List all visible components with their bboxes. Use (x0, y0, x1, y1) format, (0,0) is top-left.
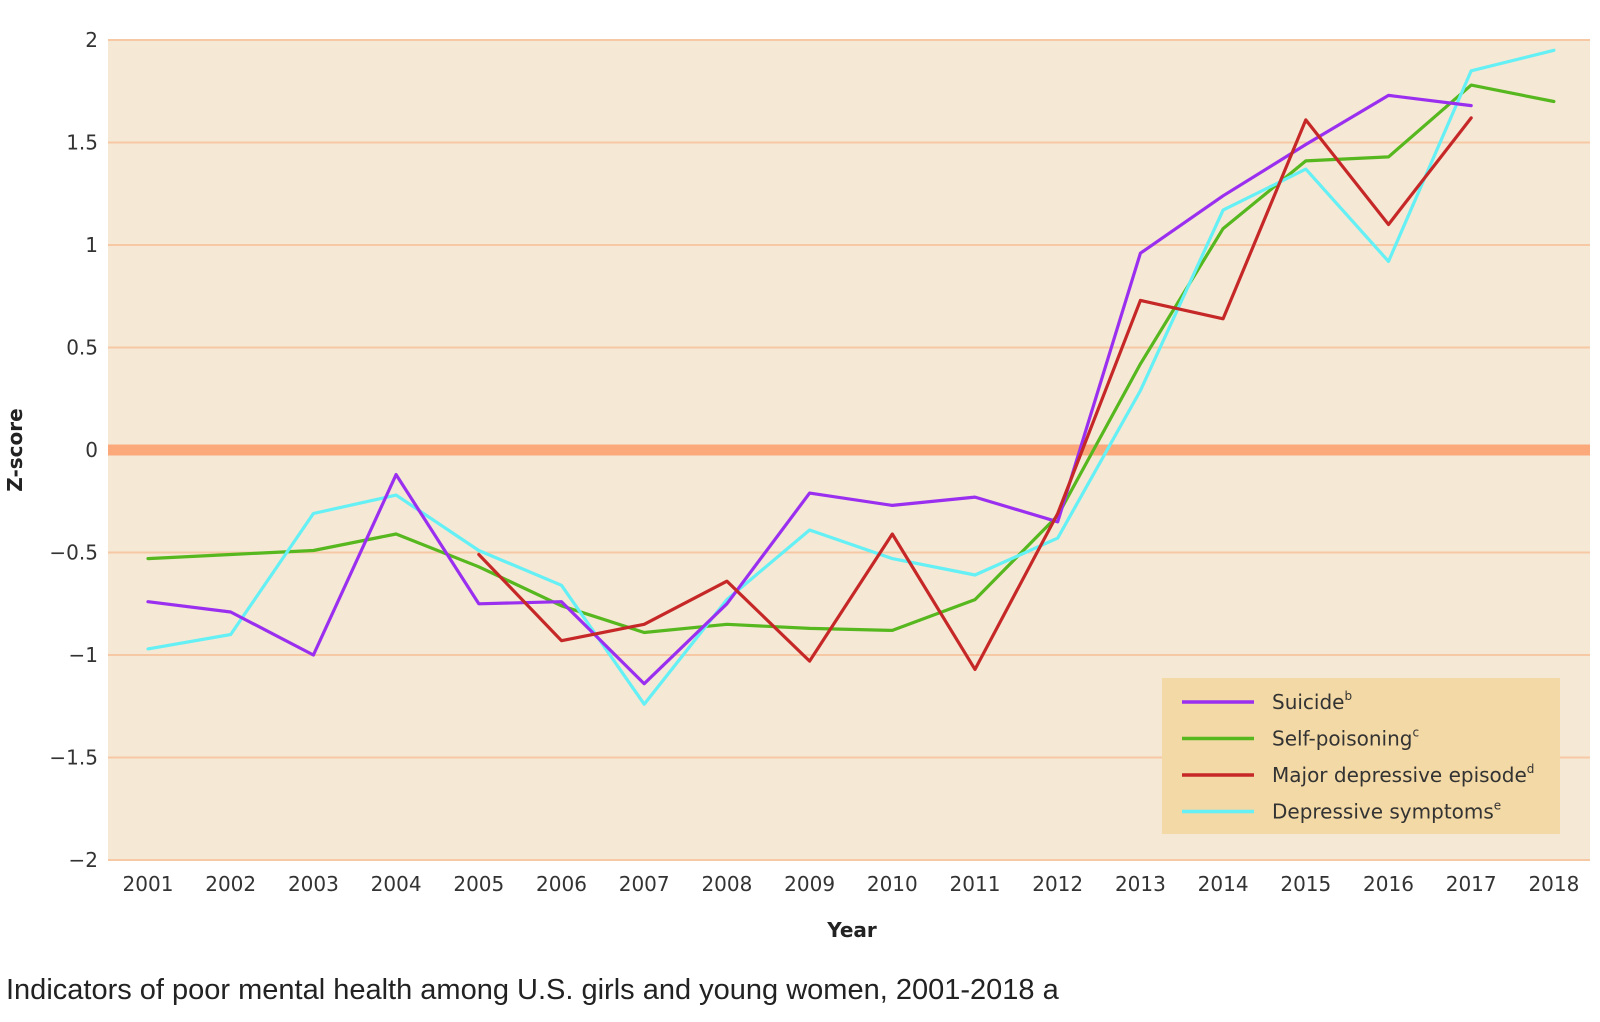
figure-caption: Indicators of poor mental health among U… (6, 974, 1059, 1006)
legend-item: Suicideb (1182, 689, 1352, 714)
x-tick-label: 2008 (701, 872, 752, 896)
x-tick-label: 2018 (1528, 872, 1579, 896)
legend-box (1162, 678, 1560, 834)
x-tick-label: 2003 (288, 872, 339, 896)
legend-item: Self-poisoningc (1182, 726, 1419, 751)
y-tick-label: −1.5 (49, 746, 98, 770)
x-tick-label: 2016 (1363, 872, 1414, 896)
x-tick-label: 2017 (1446, 872, 1497, 896)
series-major-depressive-episode (477, 116, 1473, 672)
series-line (146, 48, 1556, 706)
legend: Suicideb Self-poisoningc Major depressive … (1162, 678, 1560, 834)
x-tick-label: 2002 (205, 872, 256, 896)
y-tick-label: 2 (85, 28, 98, 52)
x-tick-label: 2012 (1032, 872, 1083, 896)
legend-label: Major depressive episoded (1272, 762, 1534, 787)
series-self-poisoning (146, 83, 1556, 635)
series-line (146, 83, 1556, 635)
x-axis: 2001 2002 2003 2004 2005 2006 2007 2008 2009 2010… (123, 872, 1580, 896)
series-lines (146, 48, 1556, 706)
x-tick-label: 2006 (536, 872, 587, 896)
y-tick-label: −1 (69, 643, 98, 667)
x-axis-title: Year (826, 918, 877, 942)
x-tick-label: 2013 (1115, 872, 1166, 896)
x-tick-label: 2009 (784, 872, 835, 896)
x-tick-label: 2001 (123, 872, 174, 896)
y-tick-label: 0 (85, 438, 98, 462)
y-tick-label: 1 (85, 233, 98, 257)
y-axis-title: Z-score (3, 408, 27, 491)
y-axis: 2 1.5 1 0.5 0 −0.5 −1 −1.5 −2 (49, 28, 98, 872)
legend-item: Depressive symptomse (1182, 799, 1501, 824)
y-tick-label: −0.5 (49, 541, 98, 565)
series-depressive-symptoms (146, 48, 1556, 706)
x-tick-label: 2015 (1280, 872, 1331, 896)
legend-label: Suicideb (1272, 689, 1352, 714)
chart: 21.510.50−0.5−1−1.5−2 2001 2002 2003 2004 20… (3, 28, 1590, 942)
x-tick-label: 2005 (453, 872, 504, 896)
legend-label: Depressive symptomse (1272, 799, 1501, 824)
gridlines (108, 39, 1590, 861)
y-tick-label: −2 (69, 848, 98, 872)
y-tick-label: 0.5 (66, 336, 98, 360)
x-tick-label: 2010 (867, 872, 918, 896)
legend-label: Self-poisoningc (1272, 726, 1419, 751)
legend-item: Major depressive episoded (1182, 762, 1534, 787)
y-tick-label: 1.5 (66, 131, 98, 155)
x-tick-label: 2007 (619, 872, 670, 896)
series-suicide (146, 93, 1473, 686)
x-tick-label: 2011 (950, 872, 1001, 896)
x-tick-label: 2014 (1198, 872, 1249, 896)
x-tick-label: 2004 (371, 872, 422, 896)
